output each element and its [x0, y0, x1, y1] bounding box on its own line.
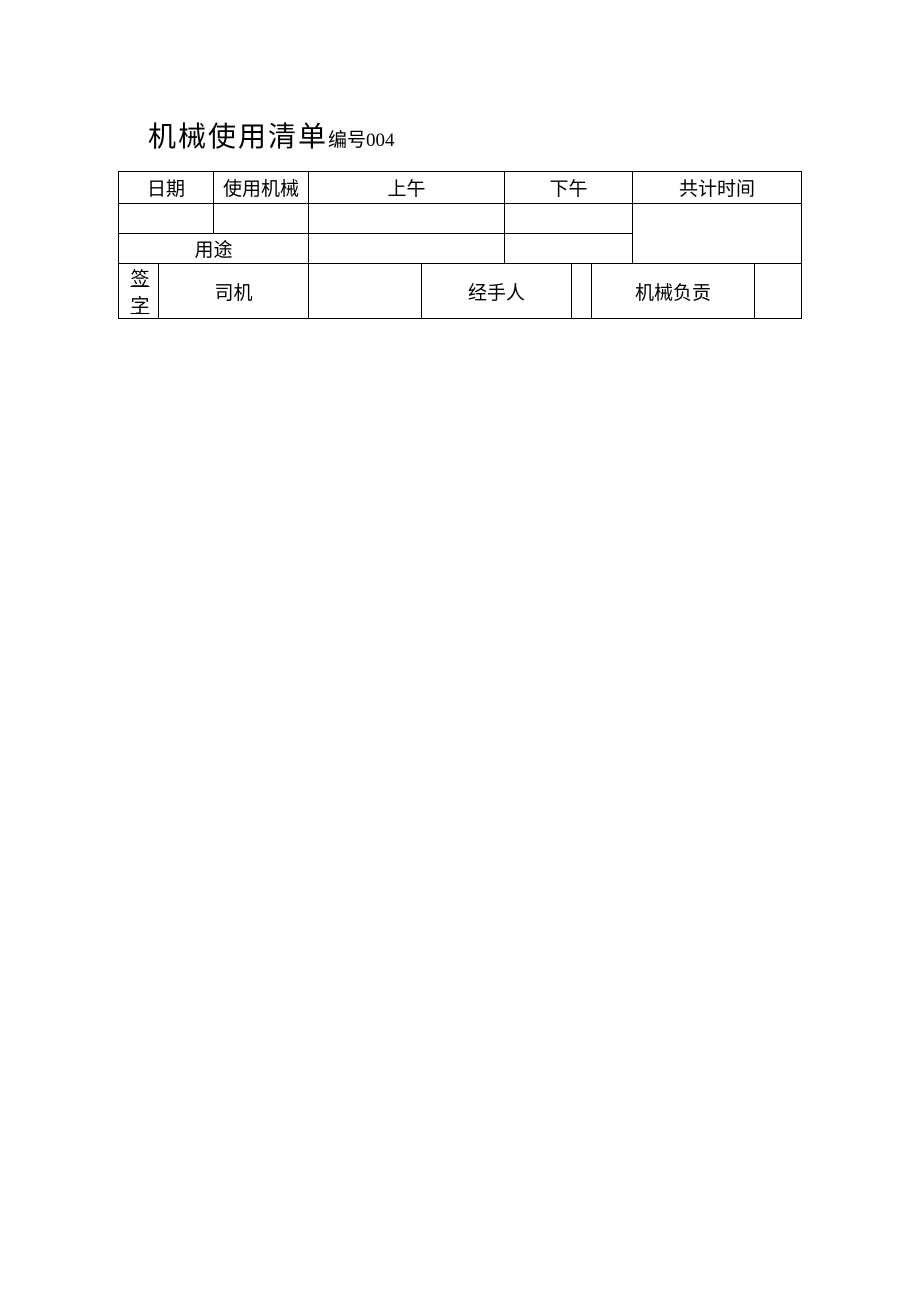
- cell-driver-label: 司机: [159, 264, 309, 319]
- cell-supervisor-label: 机械负贡: [592, 264, 755, 319]
- data-row: [119, 204, 802, 234]
- title-sub: 编号004: [328, 125, 395, 152]
- cell-morning-value: [309, 204, 505, 234]
- title-main: 机械使用清单: [148, 115, 328, 155]
- cell-total-time-value: [633, 204, 802, 264]
- cell-supervisor-value: [755, 264, 802, 319]
- document-page: 机械使用清单编号004 日期 使用机械 上午 下午 共计时间: [0, 0, 920, 319]
- header-machine: 使用机械: [214, 172, 309, 204]
- cell-purpose-label: 用途: [119, 234, 309, 264]
- cell-date-value: [119, 204, 214, 234]
- header-morning: 上午: [309, 172, 505, 204]
- header-row: 日期 使用机械 上午 下午 共计时间: [119, 172, 802, 204]
- cell-handler-value: [572, 264, 592, 319]
- form-table: 日期 使用机械 上午 下午 共计时间 用途 签字 司机 经手人 机械负贡: [118, 171, 802, 319]
- cell-machine-value: [214, 204, 309, 234]
- cell-signature-label: 签字: [119, 264, 159, 319]
- signature-row: 签字 司机 经手人 机械负贡: [119, 264, 802, 319]
- header-total-time: 共计时间: [633, 172, 802, 204]
- header-date: 日期: [119, 172, 214, 204]
- cell-handler-label: 经手人: [422, 264, 572, 319]
- cell-afternoon-value: [505, 204, 633, 234]
- cell-driver-value: [309, 264, 422, 319]
- title-line: 机械使用清单编号004: [148, 115, 920, 155]
- header-afternoon: 下午: [505, 172, 633, 204]
- cell-purpose-value1: [309, 234, 505, 264]
- cell-purpose-value2: [505, 234, 633, 264]
